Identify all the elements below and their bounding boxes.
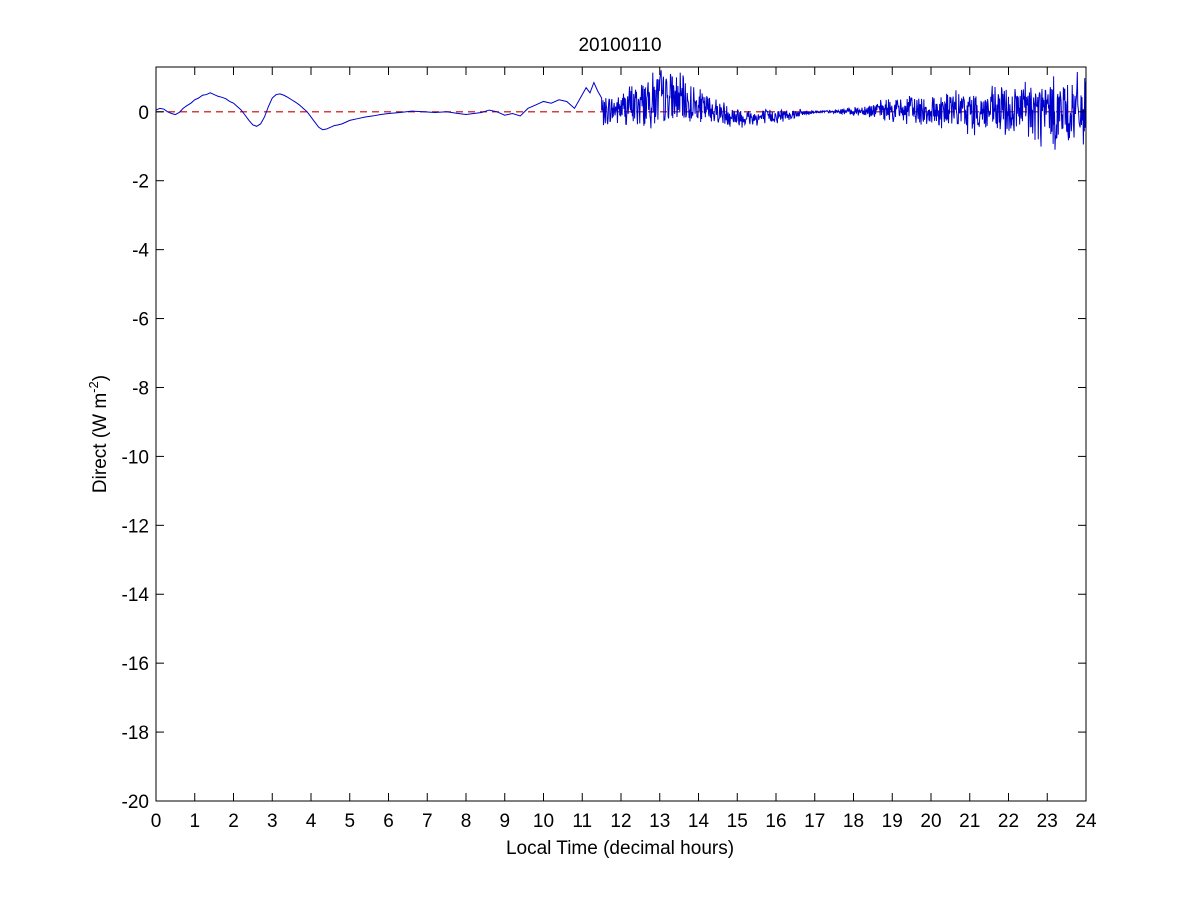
x-tick-label: 16	[765, 811, 786, 832]
series-line-direct	[156, 70, 1086, 150]
x-tick-label: 11	[572, 811, 592, 832]
x-tick-label: 5	[344, 811, 355, 832]
chart-title: 20100110	[578, 35, 661, 56]
y-tick-label: -20	[122, 792, 149, 813]
y-axis-label: Direct (W m-2)	[86, 375, 111, 493]
x-tick-label: 15	[727, 811, 748, 832]
x-tick-label: 9	[499, 811, 510, 832]
y-tick-label: -2	[132, 172, 149, 193]
x-tick-label: 19	[882, 811, 903, 832]
y-tick-label: -8	[132, 378, 149, 399]
x-tick-label: 17	[804, 811, 825, 832]
y-tick-label: -10	[122, 447, 149, 468]
y-tick-label: -6	[132, 310, 149, 331]
x-tick-label: 4	[306, 811, 317, 832]
x-tick-label: 14	[688, 811, 710, 832]
y-tick-label: -18	[122, 723, 149, 744]
x-tick-label: 13	[649, 811, 670, 832]
x-tick-label: 10	[533, 811, 554, 832]
x-tick-label: 22	[998, 811, 1019, 832]
y-tick-label: -16	[122, 654, 149, 675]
y-axis-label-close: )	[90, 375, 111, 381]
x-tick-label: 3	[267, 811, 278, 832]
x-tick-label: 6	[383, 811, 394, 832]
x-tick-label: 2	[228, 811, 239, 832]
x-tick-label: 23	[1037, 811, 1058, 832]
x-tick-label: 7	[422, 811, 433, 832]
y-tick-label: -14	[122, 585, 150, 606]
x-tick-label: 12	[610, 811, 631, 832]
x-tick-label: 18	[843, 811, 864, 832]
x-tick-label: 0	[151, 811, 162, 832]
plot-area-frame	[155, 66, 1087, 802]
y-tick-label: -4	[132, 241, 149, 262]
x-tick-label: 24	[1075, 811, 1097, 832]
x-tick-label: 1	[189, 811, 200, 832]
y-axis-label-superscript: -2	[86, 381, 101, 393]
x-tick-label: 21	[959, 811, 980, 832]
x-axis-label: Local Time (decimal hours)	[506, 838, 734, 859]
y-tick-label: 0	[138, 103, 149, 124]
x-tick-label: 8	[461, 811, 472, 832]
x-tick-label: 20	[920, 811, 941, 832]
y-tick-label: -12	[122, 516, 149, 537]
y-axis-label-main: Direct (W m	[90, 393, 111, 493]
